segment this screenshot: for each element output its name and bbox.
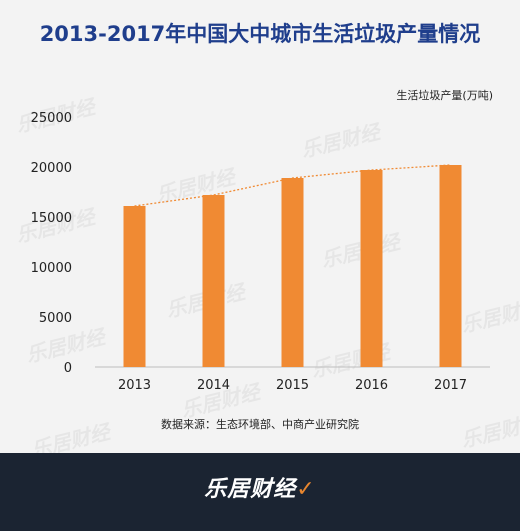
bar (202, 195, 225, 367)
x-tick-label: 2015 (276, 378, 309, 393)
bar (439, 165, 462, 367)
brand-logo: 乐居财经✓ (0, 471, 520, 503)
bar (281, 178, 304, 367)
checkmark-icon: ✓ (296, 477, 316, 502)
y-tick-label: 0 (64, 361, 72, 376)
y-tick-label: 25000 (31, 111, 72, 126)
x-tick-label: 2017 (434, 378, 467, 393)
brand-name: 乐居财经 (204, 477, 297, 502)
y-tick-label: 5000 (39, 311, 72, 326)
chart-title: 2013-2017年中国大中城市生活垃圾产量情况 (39, 22, 481, 46)
data-source: 数据来源：生态环境部、中商产业研究院 (161, 418, 359, 431)
y-tick-label: 15000 (31, 211, 72, 226)
chart-svg: 0 5000 10000 15000 20000 25000 2013 2014 2015 201… (31, 111, 490, 393)
x-tick-label: 2016 (355, 378, 388, 393)
x-tick-label: 2014 (197, 378, 230, 393)
bar (360, 170, 383, 367)
trend-line (134, 164, 451, 207)
footer-bar: 乐居财经✓ (0, 453, 520, 531)
y-tick-label: 10000 (31, 261, 72, 276)
y-tick-label: 20000 (31, 161, 72, 176)
bar (123, 206, 146, 367)
x-tick-label: 2013 (118, 378, 151, 393)
y-axis-unit-label: 生活垃圾产量(万吨) (396, 89, 493, 102)
